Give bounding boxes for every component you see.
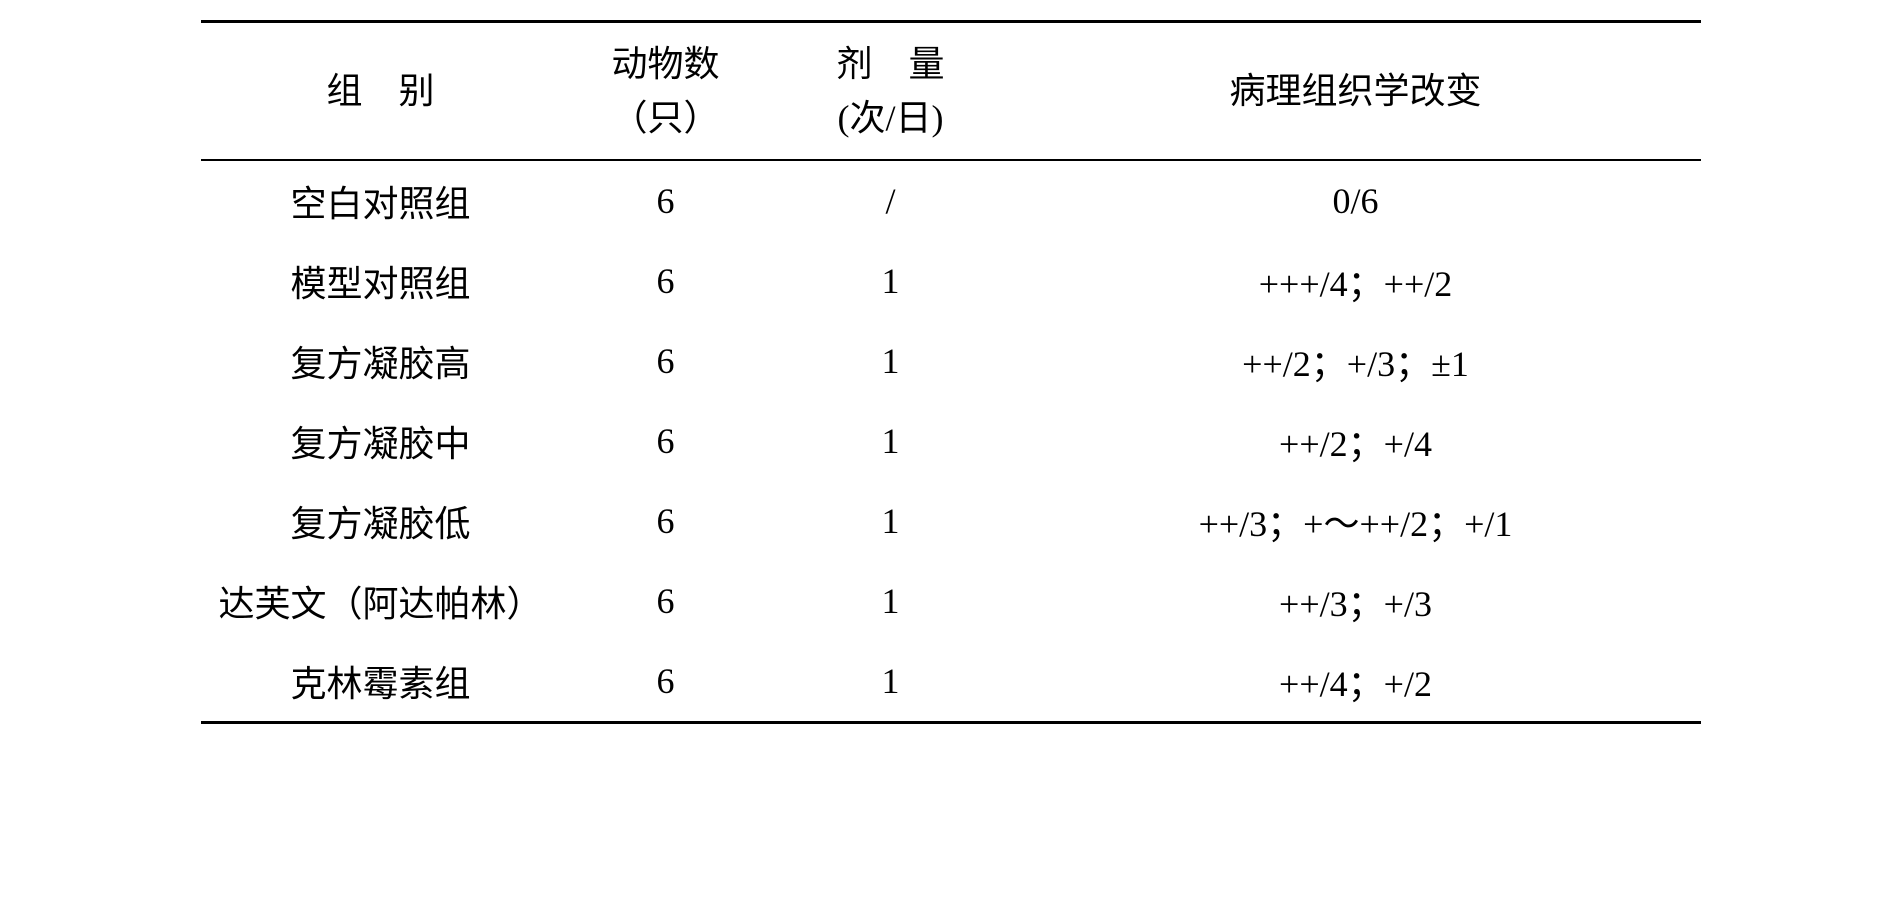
cell-group: 复方凝胶中: [201, 401, 561, 481]
cell-pathology: ++/4；+/2: [1011, 641, 1701, 723]
table-row: 模型对照组 6 1 +++/4；++/2: [201, 241, 1701, 321]
cell-pathology: ++/3；+～++/2；+/1: [1011, 481, 1701, 561]
header-count: 动物数 （只）: [561, 22, 771, 161]
cell-pathology: ++/2；+/3；±1: [1011, 321, 1701, 401]
cell-count: 6: [561, 160, 771, 241]
header-count-sub: （只）: [569, 91, 763, 145]
cell-dose: 1: [771, 241, 1011, 321]
header-group: 组 别: [201, 22, 561, 161]
experiment-table-container: 组 别 动物数 （只） 剂 量 (次/日) 病理组织学改变 空白对照组 6 /: [201, 20, 1701, 724]
header-pathology-text: 病理组织学改变: [1229, 71, 1481, 111]
cell-group: 模型对照组: [201, 241, 561, 321]
cell-pathology: ++/3；+/3: [1011, 561, 1701, 641]
cell-group: 复方凝胶高: [201, 321, 561, 401]
cell-dose: 1: [771, 321, 1011, 401]
table-row: 复方凝胶中 6 1 ++/2；+/4: [201, 401, 1701, 481]
table-row: 复方凝胶高 6 1 ++/2；+/3；±1: [201, 321, 1701, 401]
table-row: 克林霉素组 6 1 ++/4；+/2: [201, 641, 1701, 723]
header-dose-sub: (次/日): [779, 91, 1003, 145]
header-count-top: 动物数: [611, 44, 719, 84]
table-row: 达芙文（阿达帕林） 6 1 ++/3；+/3: [201, 561, 1701, 641]
header-pathology: 病理组织学改变: [1011, 22, 1701, 161]
header-dose-top: 剂 量: [836, 44, 944, 84]
cell-group: 克林霉素组: [201, 641, 561, 723]
cell-group: 复方凝胶低: [201, 481, 561, 561]
cell-count: 6: [561, 401, 771, 481]
cell-pathology: ++/2；+/4: [1011, 401, 1701, 481]
header-dose: 剂 量 (次/日): [771, 22, 1011, 161]
cell-dose: /: [771, 160, 1011, 241]
cell-dose: 1: [771, 641, 1011, 723]
cell-group: 达芙文（阿达帕林）: [201, 561, 561, 641]
cell-pathology: +++/4；++/2: [1011, 241, 1701, 321]
table-body: 空白对照组 6 / 0/6 模型对照组 6 1 +++/4；++/2 复方凝胶高…: [201, 160, 1701, 723]
cell-count: 6: [561, 561, 771, 641]
table-header-row: 组 别 动物数 （只） 剂 量 (次/日) 病理组织学改变: [201, 22, 1701, 161]
experiment-table: 组 别 动物数 （只） 剂 量 (次/日) 病理组织学改变 空白对照组 6 /: [201, 20, 1701, 724]
cell-dose: 1: [771, 401, 1011, 481]
cell-dose: 1: [771, 481, 1011, 561]
table-row: 空白对照组 6 / 0/6: [201, 160, 1701, 241]
cell-count: 6: [561, 481, 771, 561]
cell-dose: 1: [771, 561, 1011, 641]
cell-group: 空白对照组: [201, 160, 561, 241]
header-group-text: 组 别: [326, 71, 434, 111]
cell-count: 6: [561, 321, 771, 401]
cell-pathology: 0/6: [1011, 160, 1701, 241]
table-row: 复方凝胶低 6 1 ++/3；+～++/2；+/1: [201, 481, 1701, 561]
cell-count: 6: [561, 641, 771, 723]
cell-count: 6: [561, 241, 771, 321]
